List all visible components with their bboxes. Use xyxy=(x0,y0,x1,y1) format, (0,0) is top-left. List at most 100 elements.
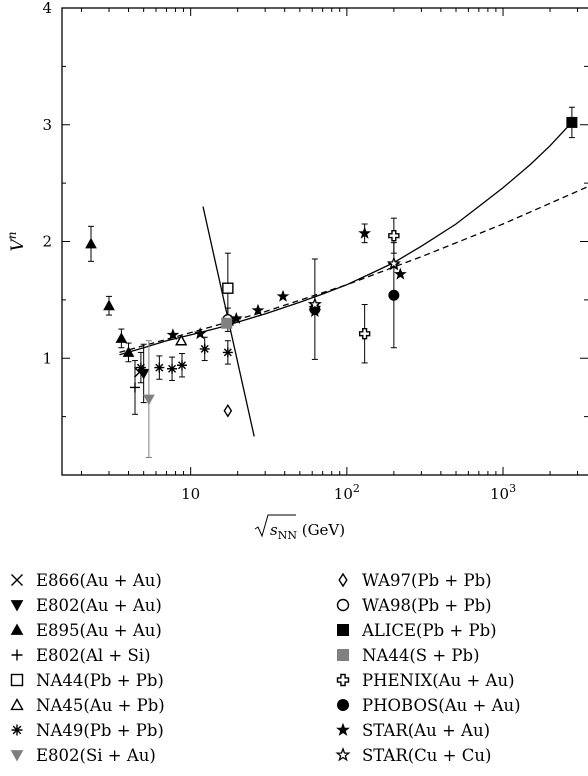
y-tick-label: 3 xyxy=(42,116,52,134)
data-point xyxy=(85,237,97,249)
legend-label: STAR(Cu + Cu) xyxy=(362,745,492,765)
data-point xyxy=(129,382,140,393)
legend-marker-shape xyxy=(10,750,24,762)
legend-marker xyxy=(336,598,350,612)
legend-marker-shape xyxy=(11,724,23,736)
data-point xyxy=(167,363,178,374)
chart-svg: 1 2 3 4 10 102 103 sNN (GeV) Vn xyxy=(5,0,588,542)
axis-labels: 1 2 3 4 10 102 103 sNN (GeV) Vn xyxy=(5,0,516,542)
plot-frame xyxy=(61,7,588,476)
legend-label: NA44(S + Pb) xyxy=(362,645,480,665)
data-point xyxy=(103,299,115,311)
legend-marker-shape xyxy=(11,649,23,661)
legend-marker-shape xyxy=(10,673,24,687)
data-point xyxy=(193,327,207,340)
data-point xyxy=(388,289,400,301)
y-tick-label: 2 xyxy=(42,233,52,251)
legend-marker xyxy=(337,624,349,636)
legend-marker xyxy=(336,722,350,736)
legend-item: NA49(Pb + Pb) xyxy=(4,720,164,740)
legend-marker xyxy=(10,673,24,687)
series-2 xyxy=(85,225,135,363)
legend-marker xyxy=(10,623,24,635)
legend-item: PHOBOS(Au + Au) xyxy=(330,695,521,715)
legend-marker-shape xyxy=(10,600,24,612)
legend-item: PHENIX(Au + Au) xyxy=(330,670,515,690)
series-11 xyxy=(221,317,233,329)
data-point xyxy=(166,328,180,341)
legend-marker xyxy=(11,574,23,586)
data-point xyxy=(221,317,233,329)
data-point xyxy=(307,297,322,311)
legend-label: PHENIX(Au + Au) xyxy=(362,670,515,690)
legend-item: NA45(Au + Pb) xyxy=(4,695,165,715)
series-3 xyxy=(129,360,140,415)
data-point xyxy=(223,403,233,418)
legend-item: E895(Au + Au) xyxy=(4,620,162,640)
legend-label: NA45(Au + Pb) xyxy=(36,695,165,715)
legend-marker-shape xyxy=(335,747,351,762)
legend-item: STAR(Cu + Cu) xyxy=(330,745,491,765)
legend-marker xyxy=(337,649,349,661)
data-point xyxy=(135,362,146,373)
data-point xyxy=(115,332,128,343)
fit-dashed xyxy=(119,186,588,354)
legend-label: E802(Au + Au) xyxy=(36,595,162,615)
legend-label: ALICE(Pb + Pb) xyxy=(362,620,497,640)
sqrt-sign xyxy=(254,514,296,538)
data-point xyxy=(222,347,233,358)
series-6 xyxy=(135,336,233,384)
legend-item: E802(Si + Au) xyxy=(4,745,156,765)
legend-marker-shape xyxy=(337,649,349,661)
x-tick-label: 103 xyxy=(490,482,516,503)
legend-marker xyxy=(335,747,351,762)
y-tick-label: 4 xyxy=(42,0,52,17)
series-8 xyxy=(223,403,233,418)
series-13 xyxy=(309,242,400,360)
series-14 xyxy=(166,223,407,341)
legend-marker-shape xyxy=(338,572,348,588)
fit-solid xyxy=(119,120,574,356)
legend-marker-shape xyxy=(11,574,23,586)
data-point xyxy=(222,282,234,294)
fit-curves xyxy=(119,120,588,437)
legend-item: E866(Au + Au) xyxy=(4,570,162,590)
series-7 xyxy=(143,340,155,458)
legend-marker xyxy=(338,572,348,588)
legend-label: E866(Au + Au) xyxy=(36,570,162,590)
legend-label: WA97(Pb + Pb) xyxy=(362,570,492,590)
legend-marker xyxy=(11,649,23,661)
legend-item: WA97(Pb + Pb) xyxy=(330,570,492,590)
legend-marker xyxy=(11,724,23,736)
axes xyxy=(61,7,588,476)
legend-marker-shape xyxy=(10,623,24,635)
legend-marker xyxy=(10,750,24,762)
legend-item: STAR(Au + Au) xyxy=(330,720,490,740)
y-axis-label: Vn xyxy=(5,231,28,251)
data-point xyxy=(177,360,188,371)
data-point xyxy=(143,394,155,406)
legend-marker-shape xyxy=(337,699,349,711)
legend-item: E802(Al + Si) xyxy=(4,645,151,665)
legend-item: NA44(S + Pb) xyxy=(330,645,480,665)
legend-label: E802(Si + Au) xyxy=(36,745,156,765)
legend-item: ALICE(Pb + Pb) xyxy=(330,620,497,640)
legend-item: WA98(Pb + Pb) xyxy=(330,595,492,615)
data-point xyxy=(199,343,210,354)
legend-marker-shape xyxy=(336,722,350,736)
legend: E866(Au + Au) E802(Au + Au) E895(Au + Au) E… xyxy=(0,556,588,776)
legend-label: STAR(Au + Au) xyxy=(362,720,491,740)
legend-label: NA44(Pb + Pb) xyxy=(36,670,164,690)
series-15 xyxy=(307,256,401,311)
x-tick-label: 102 xyxy=(334,482,360,503)
legend-marker xyxy=(337,699,349,711)
data-point xyxy=(154,362,165,373)
data-point xyxy=(358,328,371,340)
y-tick-label: 1 xyxy=(42,349,52,367)
legend-marker xyxy=(336,673,350,687)
x-axis-label: sNN (GeV) xyxy=(254,514,345,542)
legend-label: E802(Al + Si) xyxy=(36,645,151,665)
x-tick-label: 10 xyxy=(181,485,200,503)
data-point xyxy=(388,229,400,242)
legend-marker-shape xyxy=(336,598,350,612)
